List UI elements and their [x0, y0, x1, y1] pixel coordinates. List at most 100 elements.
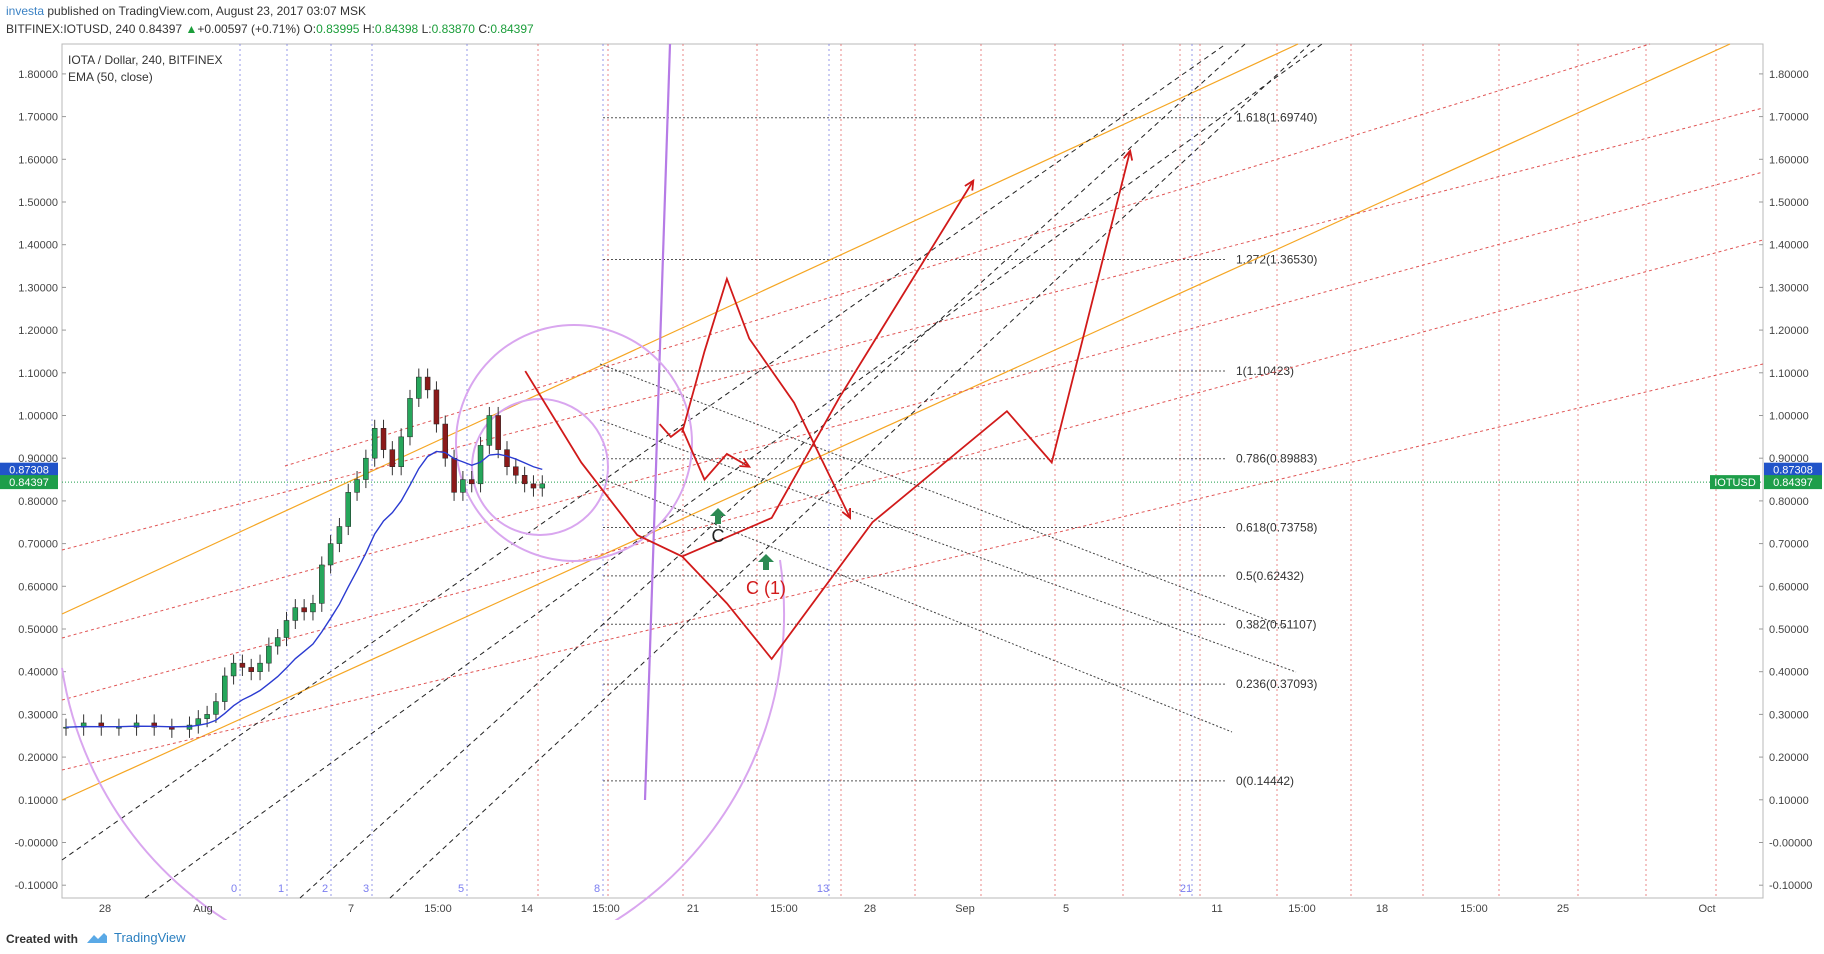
candle-body — [433, 389, 440, 425]
time-cycle-label: 2 — [322, 883, 328, 895]
x-tick-label: 25 — [1557, 903, 1569, 915]
forecast-path — [681, 180, 975, 558]
x-tick-label: 21 — [687, 903, 699, 915]
symbol-line: BITFINEX:IOTUSD, 240 — [6, 22, 139, 36]
candle-body — [310, 603, 316, 613]
orange-channel-line — [61, 43, 1299, 615]
tradingview-brand[interactable]: TradingView — [86, 930, 186, 945]
candle-body — [513, 466, 519, 476]
price-badge-left-label: 0.84397 — [9, 477, 49, 489]
time-cycle-label: 13 — [817, 883, 829, 895]
candle-body — [336, 526, 343, 544]
candle-body — [345, 492, 351, 527]
y-tick-label-left: 1.30000 — [18, 282, 58, 294]
price-badge-left — [0, 475, 58, 490]
candle-body — [266, 645, 272, 664]
orange-channel-line — [61, 43, 1731, 801]
candle-body — [274, 637, 281, 647]
candle-body — [133, 722, 140, 728]
x-tick-label: 15:00 — [592, 903, 620, 915]
publish-info: published on TradingView.com, August 23,… — [44, 4, 367, 18]
change-value: +0.00597 (+0.71%) — [197, 22, 301, 36]
dotted-fan-line — [599, 419, 1297, 673]
dotted-fan-line — [599, 363, 1289, 629]
y-tick-label-right: 1.70000 — [1769, 112, 1809, 124]
x-tick-label: Aug — [193, 903, 213, 915]
black-channel-line — [389, 43, 1311, 899]
y-tick-label-left: 0.70000 — [18, 539, 58, 551]
close-label: C: — [478, 22, 491, 36]
y-tick-label-right: 0.80000 — [1769, 496, 1809, 508]
y-tick-label-left: 1.00000 — [18, 410, 58, 422]
footer: Created with TradingView — [0, 920, 1824, 954]
time-cycle-label: 3 — [363, 883, 369, 895]
fib-arc — [61, 559, 785, 920]
y-tick-label-left: 1.80000 — [18, 69, 58, 81]
symbol-badge — [1710, 475, 1760, 490]
candle-body — [195, 718, 202, 726]
candle-body — [169, 726, 175, 730]
candle-body — [530, 483, 537, 489]
created-with-label: Created with — [6, 932, 79, 946]
y-tick-label-right: 0.70000 — [1769, 539, 1809, 551]
candle-body — [416, 376, 422, 399]
candle-body — [380, 428, 387, 450]
candle-body — [292, 607, 299, 621]
annotation-c1: C (1) — [746, 578, 786, 598]
y-tick-label-right: 1.30000 — [1769, 282, 1809, 294]
price-badge-right — [1764, 475, 1822, 490]
x-tick-label: 15:00 — [424, 903, 452, 915]
fib-level-label: 0(0.14442) — [1236, 774, 1294, 788]
y-tick-label-right: 0.40000 — [1769, 667, 1809, 679]
candle-body — [442, 423, 449, 459]
x-tick-label: 28 — [864, 903, 876, 915]
y-tick-label-left: 0.50000 — [18, 624, 58, 636]
candle-body — [521, 475, 528, 485]
y-tick-label-left: 0.40000 — [18, 667, 58, 679]
fib-level-label: 0.382(0.51107) — [1236, 617, 1317, 631]
candle-body — [213, 701, 219, 715]
open-label: O: — [303, 22, 317, 36]
y-tick-label-right: 0.90000 — [1769, 453, 1809, 465]
ohlc-line: BITFINEX:IOTUSD, 240 0.84397 ▲+0.00597 (… — [6, 22, 534, 36]
candle-body — [354, 479, 360, 493]
marker-up-icon — [710, 508, 726, 524]
high-value: 0.84398 — [374, 22, 419, 36]
candle-body — [222, 675, 228, 702]
symbol-badge-label: IOTUSD — [1714, 477, 1756, 489]
fib-arc — [471, 398, 609, 536]
candle-body — [460, 479, 466, 493]
annotation-c: C — [712, 526, 725, 546]
chart-header: investa published on TradingView.com, Au… — [0, 0, 1824, 40]
forecast-path — [681, 276, 851, 519]
y-tick-label-right: 1.60000 — [1769, 154, 1809, 166]
fib-arc — [455, 324, 693, 562]
y-tick-label-right: 1.50000 — [1769, 197, 1809, 209]
candle-body — [389, 449, 396, 467]
price-badge-right-label: 0.84397 — [1773, 477, 1813, 489]
last-price: 0.84397 — [138, 22, 183, 36]
author-link[interactable]: investa — [6, 4, 45, 18]
price-chart[interactable]: 1.618(1.69740)1.272(1.36530)1(1.10423)0.… — [0, 0, 1824, 920]
y-tick-label-left: -0.00000 — [15, 837, 58, 849]
candle-body — [495, 415, 501, 450]
candle-body — [398, 436, 404, 467]
y-tick-label-right: 0.30000 — [1769, 709, 1809, 721]
y-tick-label-left: 0.90000 — [18, 453, 58, 465]
y-tick-label-right: 1.40000 — [1769, 240, 1809, 252]
candle-body — [407, 398, 413, 438]
forecast-path — [524, 150, 1132, 661]
black-channel-line — [61, 43, 1227, 861]
candle-body — [486, 415, 493, 446]
candle-body — [257, 662, 263, 672]
x-tick-label: 5 — [1063, 903, 1069, 915]
candle-body — [204, 714, 210, 719]
time-cycle-label: 21 — [1180, 883, 1192, 895]
legend-title: IOTA / Dollar, 240, BITFINEX — [68, 53, 223, 67]
forecast-arrowhead — [841, 507, 852, 520]
publish-line: investa published on TradingView.com, Au… — [6, 4, 366, 18]
y-tick-label-left: 0.10000 — [18, 795, 58, 807]
candle-body — [319, 564, 325, 604]
y-tick-label-left: 1.70000 — [18, 112, 58, 124]
dotted-fan-line — [599, 477, 1233, 733]
